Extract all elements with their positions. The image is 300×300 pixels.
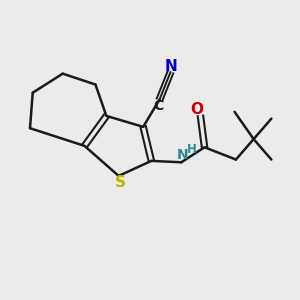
Text: S: S bbox=[115, 175, 125, 190]
Text: O: O bbox=[190, 102, 203, 117]
Text: C: C bbox=[153, 98, 163, 112]
Text: N: N bbox=[177, 148, 188, 163]
Text: H: H bbox=[187, 143, 197, 156]
Text: N: N bbox=[165, 59, 177, 74]
